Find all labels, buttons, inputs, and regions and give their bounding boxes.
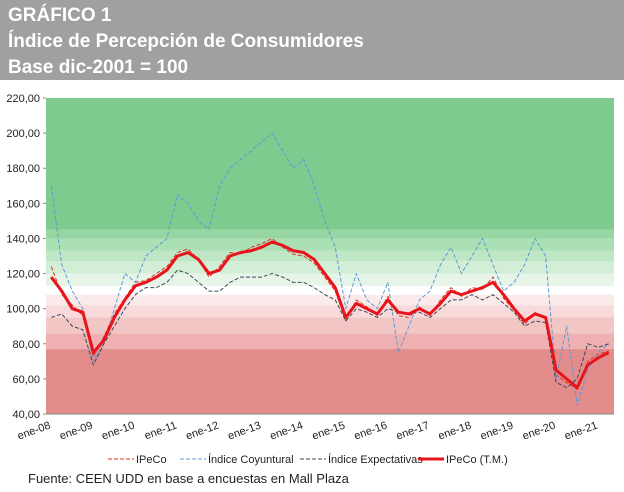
zone-band: [46, 333, 614, 350]
title-line: GRÁFICO 1: [8, 4, 112, 26]
x-tick-label: ene-12: [184, 420, 220, 443]
y-tick-label: 160,00: [6, 198, 40, 210]
zone-band: [46, 285, 614, 295]
x-tick-label: ene-14: [268, 420, 304, 443]
y-tick-label: 180,00: [6, 163, 40, 175]
header: [0, 0, 624, 80]
x-tick-label: ene-16: [353, 420, 389, 443]
legend-label: IPeCo (T.M.): [446, 454, 508, 466]
x-tick-label: ene-11: [143, 420, 179, 443]
x-tick-label: ene-09: [58, 420, 94, 443]
x-tick-label: ene-08: [16, 420, 52, 443]
zone-band: [46, 349, 614, 414]
title-line: Base dic-2001 = 100: [8, 57, 188, 78]
x-tick-label: ene-21: [563, 420, 599, 443]
y-tick-label: 220,00: [6, 93, 40, 105]
y-tick-label: 120,00: [6, 269, 40, 281]
y-tick-label: 140,00: [6, 233, 40, 245]
y-tick-label: 40,00: [12, 409, 40, 421]
legend-label: Índice Expectativas: [328, 453, 423, 466]
zone-band: [46, 250, 614, 262]
zone-band: [46, 98, 614, 230]
zone-band: [46, 238, 614, 251]
x-tick-label: ene-10: [100, 420, 136, 443]
x-tick-label: ene-15: [311, 420, 347, 443]
series-line: [50, 132, 610, 406]
zone-band: [46, 294, 614, 306]
y-tick-label: 200,00: [6, 128, 40, 140]
y-tick-label: 80,00: [12, 339, 40, 351]
series-line: [50, 240, 610, 390]
x-tick-label: ene-17: [395, 420, 431, 443]
series-line: [51, 269, 609, 389]
x-tick-label: ene-19: [479, 420, 515, 443]
zone-band: [46, 261, 614, 274]
legend-label: IPeCo: [136, 454, 167, 466]
zone-band: [46, 317, 614, 334]
legend-label: Índice Coyuntural: [208, 453, 294, 466]
x-tick-label: ene-20: [521, 420, 557, 443]
source: Fuente: CEEN UDD en base a encuestas en …: [28, 471, 350, 486]
x-tick-label: ene-18: [437, 420, 473, 443]
x-tick-label: ene-13: [226, 420, 262, 443]
title-line: Índice de Percepción de Consumidores: [8, 30, 364, 52]
y-tick-label: 60,00: [12, 374, 40, 386]
zone-band: [46, 305, 614, 318]
y-tick-label: 100,00: [6, 304, 40, 316]
